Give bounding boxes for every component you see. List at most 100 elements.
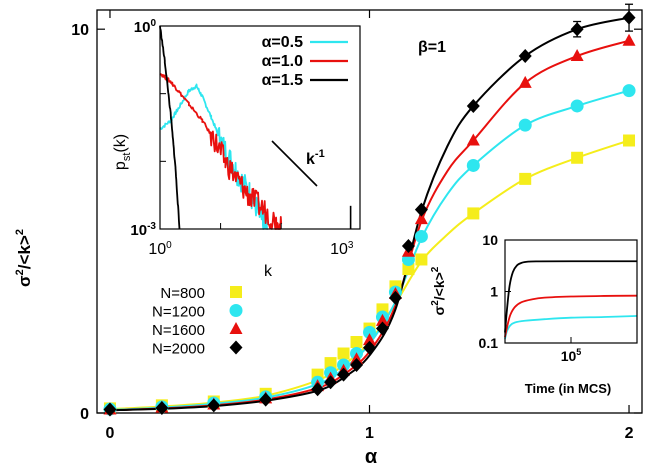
- data-point-N=2000: [311, 382, 325, 397]
- pst-y-axis-label-sub: st: [121, 153, 133, 162]
- data-point-N=2000: [350, 358, 364, 373]
- time-x-axis-label: Time (in MCS): [525, 381, 611, 396]
- data-point-N=1600: [622, 33, 636, 46]
- fit-curve-N=2000: [109, 16, 630, 412]
- pst-y-tick-label-exp: -3: [147, 221, 156, 232]
- data-point-N=800: [337, 347, 350, 360]
- data-point-N=1600: [414, 212, 428, 225]
- inset-pst-frame: [159, 25, 361, 230]
- y-tick-label: 0: [80, 406, 89, 423]
- inset-pst-background: [160, 26, 360, 229]
- y-axis-label-den-exp: 2: [14, 229, 26, 235]
- x-tick-label: 1: [365, 425, 374, 442]
- pst-curve-α=1.0: [159, 73, 283, 230]
- time-ticks: 105 10 1 0.1: [479, 232, 582, 364]
- pst-y-tick-label: 10-3: [130, 221, 156, 239]
- pst-x-tick-label-base: 10: [148, 241, 166, 258]
- legend-marker-N=1600: [229, 322, 243, 334]
- pst-x-axis-label: k: [264, 263, 273, 280]
- data-point-N=2000: [155, 401, 169, 416]
- pst-legend-label: α=0.5: [262, 34, 304, 51]
- pst-legend-label: α=1.0: [262, 53, 304, 70]
- data-point-N=800: [402, 263, 415, 276]
- main-error-bars: [573, 3, 634, 38]
- legend-label: N=800: [160, 285, 205, 302]
- time-y-tick-label: 10: [482, 232, 498, 248]
- data-point-N=2000: [570, 22, 584, 37]
- data-point-N=2000: [466, 98, 480, 113]
- time-curve: [504, 260, 638, 333]
- pst-legend-label: α=1.5: [262, 72, 304, 89]
- legend-marker-N=2000: [229, 340, 243, 355]
- pst-curves: [159, 25, 352, 230]
- data-point-N=800: [415, 253, 428, 266]
- data-point-N=1600: [375, 313, 389, 326]
- pst-y-tick-label: 100: [134, 18, 157, 36]
- time-y-tick-label: 1: [490, 284, 498, 300]
- y-axis-label-den: /<k>: [15, 235, 34, 269]
- time-y-tick-label: 0.1: [479, 335, 499, 351]
- data-point-N=1600: [518, 75, 532, 88]
- pst-y-tick-label-base: 10: [130, 222, 147, 239]
- pst-y-tick-label-exp: 0: [150, 18, 156, 29]
- y-axis-label-exp: 2: [14, 269, 26, 275]
- data-point-N=2000: [363, 340, 376, 355]
- data-point-N=800: [571, 151, 584, 164]
- data-point-N=1600: [570, 49, 584, 62]
- legend-label: N=1200: [152, 304, 205, 321]
- data-point-N=1200: [518, 118, 532, 132]
- data-point-N=1600: [466, 133, 480, 146]
- pst-y-axis-label-base: p: [112, 161, 129, 170]
- legend-label: N=2000: [152, 341, 205, 358]
- data-point-N=2000: [259, 392, 273, 407]
- time-x-tick-label: 105: [561, 347, 582, 364]
- time-y-axis-label-den: /<k>: [431, 272, 447, 300]
- y-tick-label: 10: [71, 22, 89, 39]
- pst-x-tick-label-exp: 3: [348, 240, 354, 251]
- slope-guide-line: [271, 140, 318, 187]
- legend-marker-N=1200: [229, 304, 243, 317]
- y-axis-label-base: σ: [15, 275, 34, 287]
- data-point-N=1200: [466, 158, 480, 172]
- data-point-N=2000: [337, 367, 351, 382]
- time-curve: [504, 315, 638, 340]
- x-axis-label: α: [365, 446, 378, 468]
- pst-x-tick-label-base: 10: [330, 241, 348, 258]
- data-point-N=1200: [570, 99, 584, 113]
- slope-label-base: k: [306, 151, 315, 168]
- beta-annotation: β=1: [418, 39, 446, 56]
- data-point-N=800: [519, 172, 532, 185]
- pst-y-tick-label-base: 10: [134, 19, 151, 36]
- data-point-N=2000: [414, 202, 428, 217]
- pst-y-axis-label: pst(k): [112, 134, 133, 170]
- slope-label: k-1: [306, 148, 325, 168]
- legend-label: N=1600: [152, 322, 205, 339]
- data-point-N=2000: [375, 321, 389, 336]
- main-markers: [103, 10, 636, 417]
- data-point-N=2000: [518, 49, 532, 64]
- x-tick-label: 0: [106, 425, 115, 442]
- pst-x-tick-label: 100: [148, 240, 172, 258]
- data-point-N=2000: [401, 239, 415, 254]
- data-point-N=1600: [363, 333, 376, 346]
- pst-legend: α=0.5 α=1.0 α=1.5: [262, 34, 348, 89]
- data-point-N=2000: [207, 398, 221, 413]
- pst-curve-α=0.5: [159, 83, 269, 230]
- data-point-N=800: [623, 134, 636, 147]
- slope-label-exp: -1: [315, 148, 325, 160]
- time-y-axis-label-base: σ: [431, 305, 447, 315]
- time-curves: [504, 260, 638, 340]
- data-point-N=800: [350, 335, 363, 348]
- time-curve: [504, 294, 638, 338]
- legend-marker-N=800: [230, 286, 242, 298]
- pst-curve-α=1.5: [159, 25, 181, 230]
- time-x-tick-label-exp: 5: [576, 347, 581, 357]
- data-point-N=800: [324, 357, 337, 370]
- data-point-N=1200: [622, 84, 636, 98]
- data-point-N=800: [467, 207, 480, 220]
